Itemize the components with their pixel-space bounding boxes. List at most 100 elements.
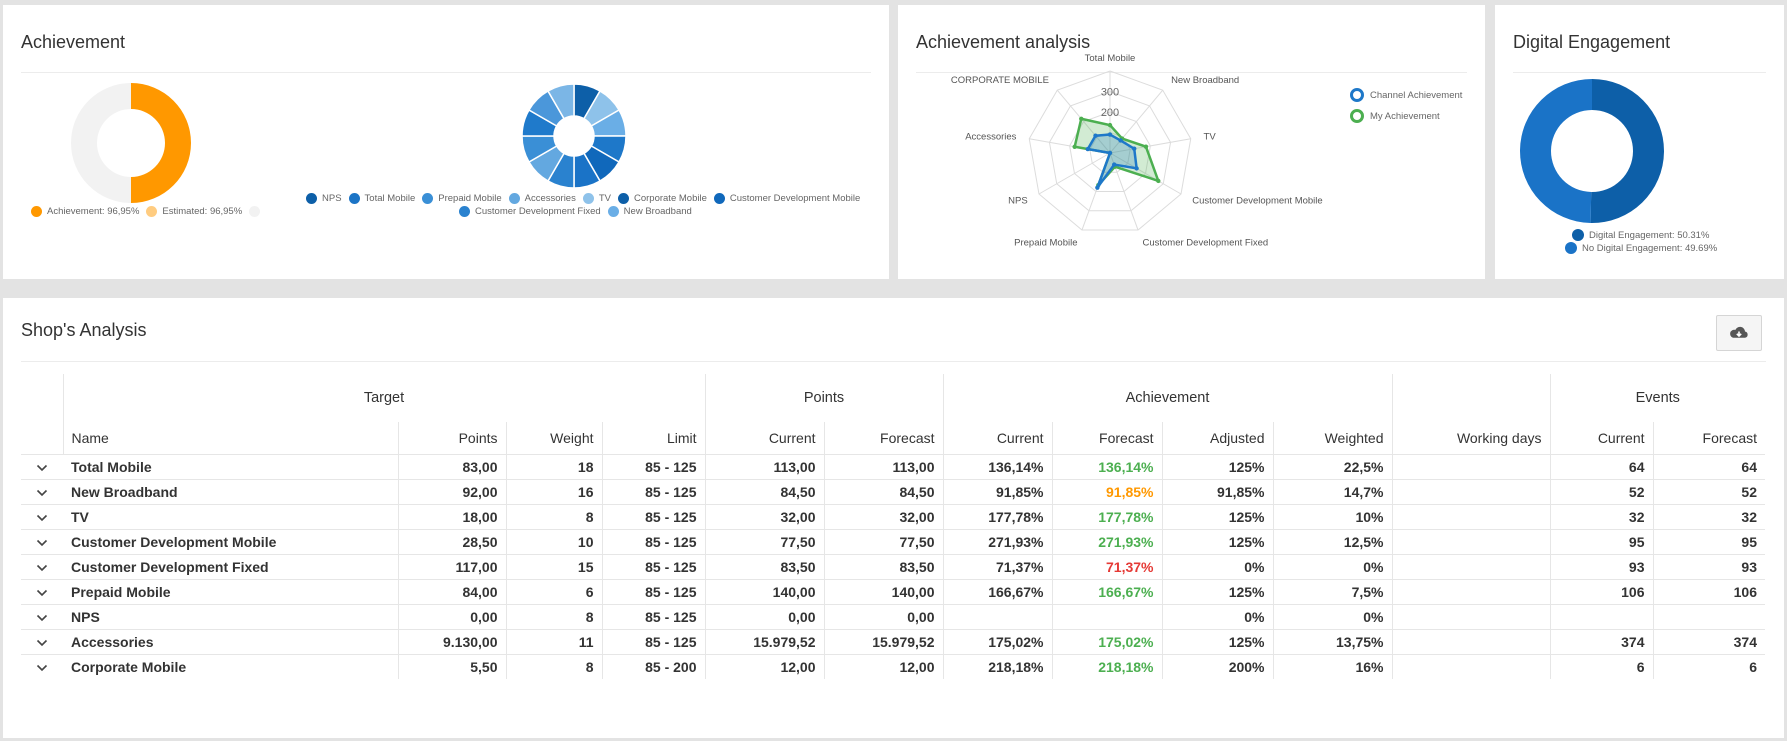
category-legend-item-0[interactable]: NPS [306,193,342,204]
radar-point[interactable] [1132,146,1137,151]
table-row[interactable]: Customer Development Fixed 117,00 15 85 - 1… [21,553,1765,579]
expand-row-button[interactable] [21,603,63,629]
cell-p-current: 113,00 [704,453,824,479]
col-weighted[interactable]: Weighted [1272,422,1392,454]
radar-point[interactable] [1134,166,1139,171]
col-achievement-forecast[interactable]: Forecast [1051,422,1162,454]
chevron-down-icon [36,539,48,546]
cell-working-days [1391,553,1550,579]
category-legend-item-6[interactable]: Customer Development Mobile [713,193,860,204]
achievement-legend-item-1[interactable]: Estimated: 96,95% [146,206,242,217]
col-working-days[interactable]: Working days [1391,422,1550,454]
cell-adjusted: 125% [1161,578,1273,604]
cell-p-current: 12,00 [704,653,824,679]
cell-working-days [1391,578,1550,604]
cell-a-forecast: 71,37% [1051,553,1162,579]
col-points-forecast[interactable]: Forecast [823,422,943,454]
cell-e-current: 64 [1549,453,1653,479]
expand-row-button[interactable] [21,553,63,579]
radar-series-channel-achievement[interactable] [1085,133,1139,189]
table-row[interactable]: Accessories 9.130,00 11 85 - 125 15.979,52 15… [21,628,1765,654]
table-row[interactable]: Total Mobile 83,00 18 85 - 125 113,00 113,00 1… [21,453,1765,479]
legend-label: New Broadband [623,206,692,217]
cell-name: TV [63,503,398,529]
cell-p-current: 32,00 [704,503,824,529]
table-row[interactable]: TV 18,00 8 85 - 125 32,00 32,00 177,78% 177,78%… [21,503,1765,529]
category-legend-item-5[interactable]: Corporate Mobile [617,193,707,204]
col-points[interactable]: Points [397,422,506,454]
cell-e-forecast: 374 [1652,628,1765,654]
expand-row-button[interactable] [21,528,63,554]
achievement-donut-chart [71,83,191,203]
radar-point[interactable] [1085,146,1090,152]
cell-working-days [1391,628,1550,654]
radar-point[interactable] [1107,132,1113,137]
table-row[interactable]: NPS 0,00 8 85 - 125 0,00 0,00 0% 0% [21,603,1765,629]
category-legend-item-4[interactable]: TV [582,193,611,204]
cell-weight: 6 [505,578,602,604]
radar-point[interactable] [1156,178,1161,184]
cell-points: 28,50 [397,528,506,554]
digital-legend-item-1[interactable]: No Digital Engagement: 49.69% [1565,242,1717,254]
category-donut-slice-11[interactable] [546,83,575,120]
radar-point[interactable] [1112,162,1117,167]
divider [1513,72,1766,73]
download-button[interactable] [1716,315,1762,351]
chevron-down-icon [36,489,48,496]
radar-point[interactable] [1079,116,1084,121]
cell-e-forecast: 52 [1652,478,1765,504]
cell-a-forecast: 218,18% [1051,653,1162,679]
col-achievement-current[interactable]: Current [942,422,1052,454]
cell-limit: 85 - 125 [601,578,705,604]
legend-label: Prepaid Mobile [438,193,502,204]
cell-name: New Broadband [63,478,398,504]
radar-legend-item-0[interactable]: Channel Achievement [1350,88,1462,102]
table-row[interactable]: New Broadband 92,00 16 85 - 125 84,50 84,50 91… [21,478,1765,504]
cell-limit: 85 - 125 [601,628,705,654]
digital-donut-slice-1[interactable] [1520,79,1592,223]
cell-points: 5,50 [397,653,506,679]
expand-row-button[interactable] [21,503,63,529]
col-events-current[interactable]: Current [1549,422,1653,454]
col-weight[interactable]: Weight [505,422,602,454]
legend-dot [508,193,520,204]
radar-point[interactable] [1093,133,1098,138]
category-legend-item-3[interactable]: Accessories [508,193,576,204]
category-legend-item-2[interactable]: Prepaid Mobile [422,193,502,204]
radar-point[interactable] [1143,144,1149,149]
radar-legend-item-1[interactable]: My Achievement [1350,109,1462,123]
digital-legend-item-0[interactable]: Digital Engagement: 50.31% [1572,229,1717,241]
achievement-donut-slice-0[interactable] [131,83,191,203]
radar-point[interactable] [1118,138,1123,143]
expand-row-button[interactable] [21,578,63,604]
expand-row-button[interactable] [21,653,63,679]
table-row[interactable]: Prepaid Mobile 84,00 6 85 - 125 140,00 140,00… [21,578,1765,604]
col-name[interactable]: Name [62,422,398,454]
cloud-download-icon [1730,326,1748,338]
legend-dot [617,193,629,204]
radar-point[interactable] [1107,122,1113,128]
table-row[interactable]: Customer Development Mobile 28,50 10 85 - 1… [21,528,1765,554]
category-legend-item-1[interactable]: Total Mobile [348,193,415,204]
legend-label: NPS [322,193,342,204]
col-events-forecast[interactable]: Forecast [1652,422,1765,454]
radar-point[interactable] [1107,150,1113,156]
col-points-current[interactable]: Current [704,422,824,454]
table-row[interactable]: Corporate Mobile 5,50 8 85 - 200 12,00 12,00 2… [21,653,1765,679]
digital-donut-slice-0[interactable] [1590,79,1665,223]
achievement-donut-slice-1[interactable] [71,83,131,203]
col-adjusted[interactable]: Adjusted [1161,422,1273,454]
col-limit[interactable]: Limit [601,422,705,454]
radar-axis-line [1109,138,1191,154]
expand-row-button[interactable] [21,453,63,479]
achievement-legend-item-2[interactable] [249,206,265,217]
expand-row-button[interactable] [21,478,63,504]
cell-limit: 85 - 125 [601,553,705,579]
category-legend2-item-0[interactable]: Customer Development Fixed [459,206,601,217]
achievement-legend-item-0[interactable]: Achievement: 96,95% [31,206,139,217]
category-legend2-item-1[interactable]: New Broadband [607,206,692,217]
expand-row-button[interactable] [21,628,63,654]
radar-point[interactable] [1072,144,1077,149]
radar-point[interactable] [1095,185,1100,190]
cell-working-days [1391,503,1550,529]
